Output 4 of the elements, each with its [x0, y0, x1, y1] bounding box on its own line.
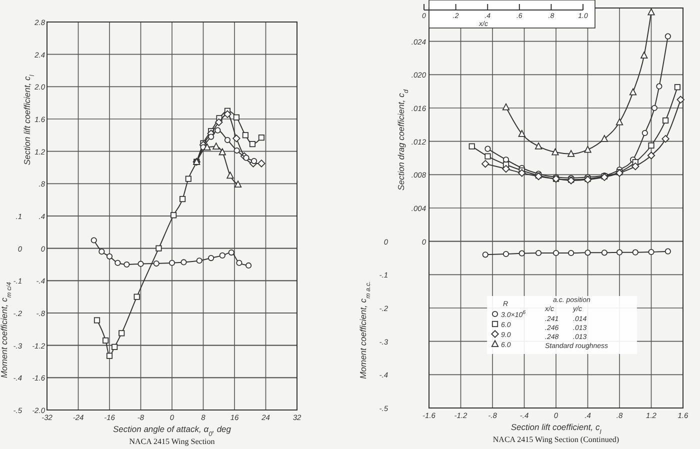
- x-axis-title: Section angle of attack, α$_{0}$, deg: [112, 424, 232, 438]
- text: NACA 2415 Wing Section (Continued): [492, 435, 620, 444]
- text: NACA 2415 Wing Section: [129, 437, 215, 446]
- x-axis-title: Section lift coefficient, c$_{l}$: [510, 422, 602, 436]
